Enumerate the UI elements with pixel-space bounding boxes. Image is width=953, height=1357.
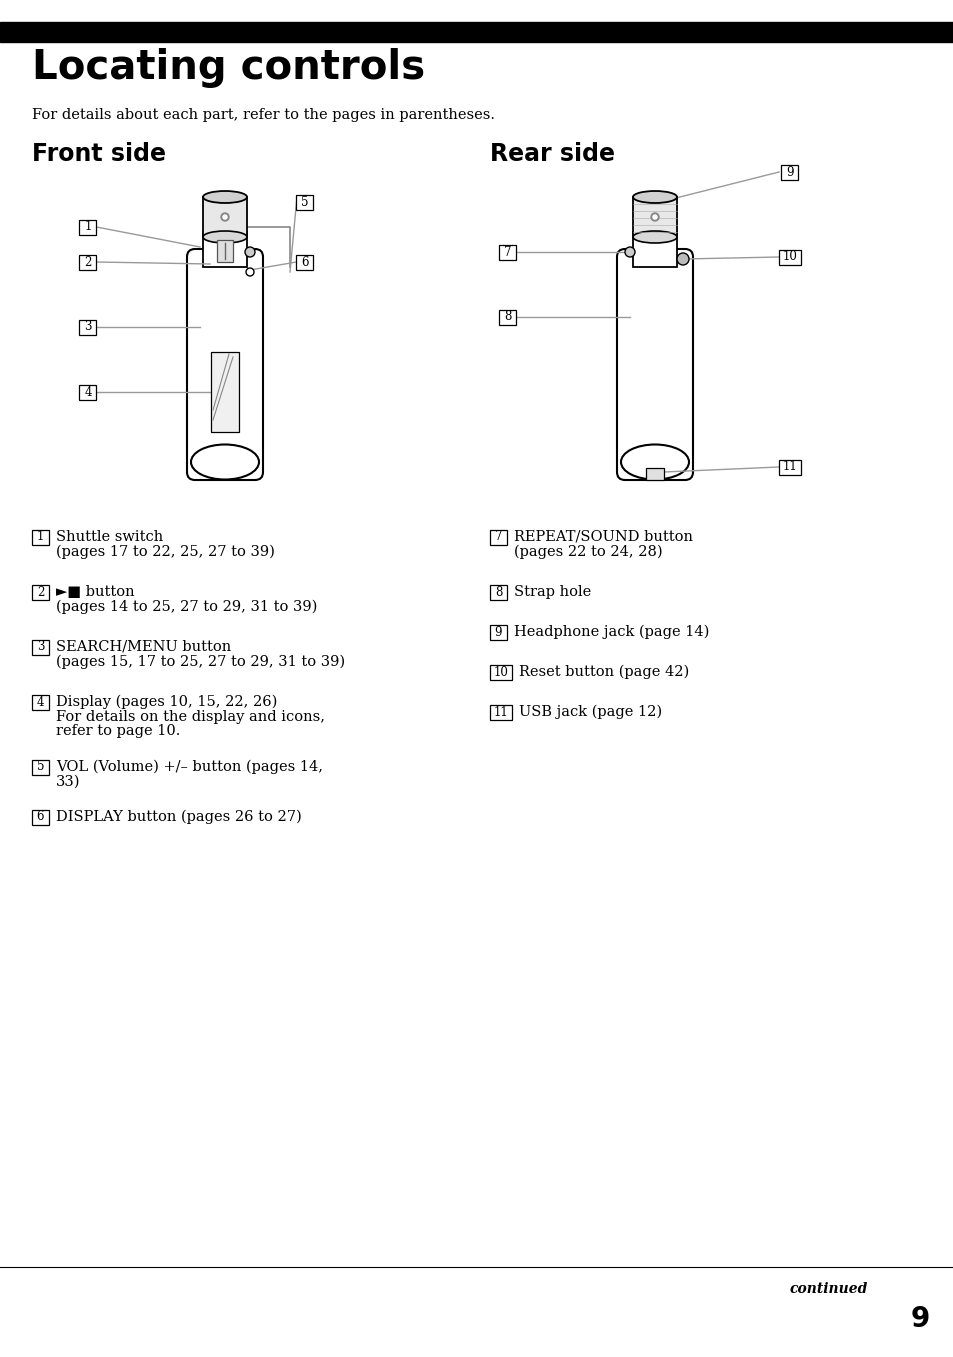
FancyBboxPatch shape: [617, 248, 692, 480]
Circle shape: [245, 247, 254, 256]
Bar: [296, 255, 314, 270]
Bar: [490, 529, 506, 544]
Text: 7: 7: [495, 531, 501, 544]
Circle shape: [652, 214, 657, 218]
Bar: [490, 704, 512, 719]
Text: 1: 1: [37, 531, 44, 544]
Bar: [499, 244, 516, 259]
Bar: [203, 232, 247, 267]
Bar: [32, 760, 49, 775]
Text: 5: 5: [37, 760, 44, 773]
Text: 33): 33): [56, 775, 80, 788]
Bar: [0, 22, 953, 42]
Text: REPEAT/SOUND button: REPEAT/SOUND button: [514, 531, 692, 544]
Bar: [216, 240, 233, 262]
Text: refer to page 10.: refer to page 10.: [56, 725, 180, 738]
Text: For details on the display and icons,: For details on the display and icons,: [56, 710, 325, 723]
Text: 6: 6: [301, 255, 309, 269]
Text: 3: 3: [84, 320, 91, 334]
Text: 11: 11: [493, 706, 508, 718]
Text: (pages 22 to 24, 28): (pages 22 to 24, 28): [514, 544, 662, 559]
Bar: [211, 351, 239, 432]
Text: 6: 6: [37, 810, 44, 824]
Text: 8: 8: [504, 311, 511, 323]
Text: Strap hole: Strap hole: [514, 585, 591, 598]
Text: (pages 15, 17 to 25, 27 to 29, 31 to 39): (pages 15, 17 to 25, 27 to 29, 31 to 39): [56, 654, 345, 669]
Circle shape: [221, 213, 229, 221]
Bar: [490, 665, 512, 680]
Circle shape: [624, 247, 635, 256]
Bar: [633, 197, 677, 237]
Text: 8: 8: [495, 585, 501, 598]
Ellipse shape: [620, 445, 688, 479]
Bar: [32, 585, 49, 600]
Bar: [32, 529, 49, 544]
Text: Headphone jack (page 14): Headphone jack (page 14): [514, 624, 709, 639]
Text: Display (pages 10, 15, 22, 26): Display (pages 10, 15, 22, 26): [56, 695, 277, 710]
Text: 10: 10: [781, 251, 797, 263]
Text: Shuttle switch: Shuttle switch: [56, 531, 163, 544]
Text: DISPLAY button (pages 26 to 27): DISPLAY button (pages 26 to 27): [56, 810, 301, 824]
Circle shape: [677, 252, 688, 265]
Bar: [79, 220, 96, 235]
Bar: [499, 309, 516, 324]
Bar: [779, 250, 801, 265]
Bar: [645, 468, 663, 480]
Bar: [633, 232, 677, 267]
Text: Reset button (page 42): Reset button (page 42): [518, 665, 688, 680]
Bar: [781, 164, 798, 179]
FancyBboxPatch shape: [187, 248, 263, 480]
Ellipse shape: [191, 445, 258, 479]
Bar: [203, 197, 247, 237]
Ellipse shape: [203, 191, 247, 204]
Text: 11: 11: [781, 460, 797, 474]
Bar: [32, 695, 49, 710]
Text: 4: 4: [37, 696, 44, 708]
Bar: [490, 624, 506, 639]
Circle shape: [650, 213, 659, 221]
Ellipse shape: [203, 231, 247, 243]
Text: 9: 9: [495, 626, 501, 639]
Text: 2: 2: [37, 585, 44, 598]
Text: Front side: Front side: [32, 142, 166, 166]
Bar: [490, 585, 506, 600]
Text: 4: 4: [84, 385, 91, 399]
Text: For details about each part, refer to the pages in parentheses.: For details about each part, refer to th…: [32, 109, 495, 122]
Text: (pages 17 to 22, 25, 27 to 39): (pages 17 to 22, 25, 27 to 39): [56, 544, 274, 559]
Bar: [296, 194, 314, 209]
Text: VOL (Volume) +/– button (pages 14,: VOL (Volume) +/– button (pages 14,: [56, 760, 323, 775]
Bar: [779, 460, 801, 475]
Text: continued: continued: [789, 1282, 867, 1296]
Circle shape: [246, 267, 253, 275]
Ellipse shape: [633, 231, 677, 243]
Bar: [79, 255, 96, 270]
Bar: [32, 810, 49, 825]
Text: 10: 10: [493, 665, 508, 678]
Bar: [32, 639, 49, 654]
Text: 3: 3: [37, 641, 44, 654]
Text: 1: 1: [84, 220, 91, 233]
Text: Rear side: Rear side: [490, 142, 615, 166]
Text: Locating controls: Locating controls: [32, 47, 425, 88]
Circle shape: [223, 214, 227, 218]
Text: (pages 14 to 25, 27 to 29, 31 to 39): (pages 14 to 25, 27 to 29, 31 to 39): [56, 600, 317, 613]
Ellipse shape: [633, 191, 677, 204]
Text: 9: 9: [785, 166, 793, 179]
Text: 7: 7: [504, 246, 511, 258]
Text: 9: 9: [909, 1305, 928, 1333]
Text: 5: 5: [301, 195, 309, 209]
Text: SEARCH/MENU button: SEARCH/MENU button: [56, 641, 231, 654]
Bar: [79, 384, 96, 399]
Text: 2: 2: [84, 255, 91, 269]
Bar: [79, 319, 96, 334]
Text: ►■ button: ►■ button: [56, 585, 134, 598]
Text: USB jack (page 12): USB jack (page 12): [518, 704, 661, 719]
